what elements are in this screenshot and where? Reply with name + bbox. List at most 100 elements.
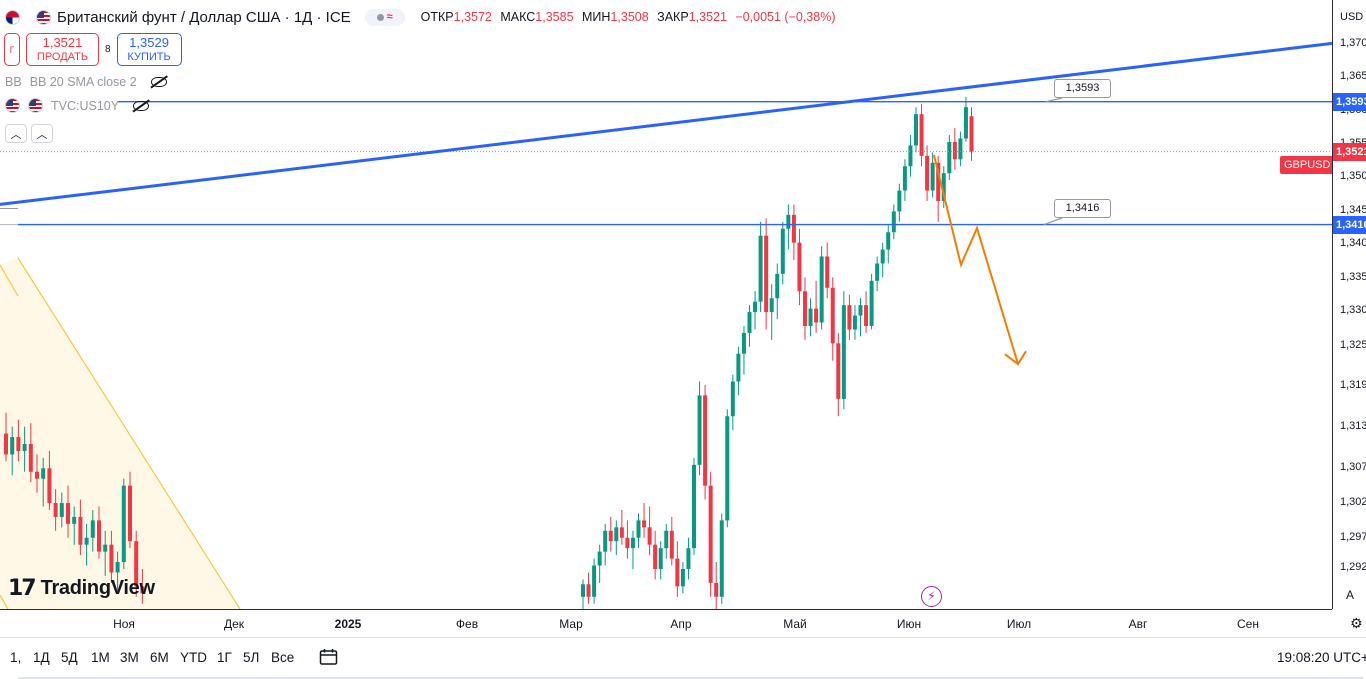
time-tick-label: 2025 bbox=[334, 617, 362, 631]
hidden-eye-icon[interactable] bbox=[150, 77, 167, 87]
hidden-eye-icon[interactable] bbox=[133, 100, 150, 111]
candle bbox=[625, 520, 630, 559]
chevron-up-icon: ︿ bbox=[10, 128, 22, 141]
candle bbox=[675, 541, 680, 597]
candle-body bbox=[858, 305, 863, 316]
candle-body bbox=[786, 214, 791, 229]
candle bbox=[140, 569, 145, 604]
candle bbox=[741, 325, 746, 375]
range-button[interactable]: 1Д bbox=[33, 650, 50, 665]
candle-body bbox=[764, 235, 769, 313]
tradingview-logo[interactable]: 17 TradingView bbox=[8, 576, 155, 601]
candle bbox=[730, 374, 735, 431]
indicator-us10y[interactable]: TVC:US10Y bbox=[5, 98, 150, 113]
candle bbox=[636, 513, 641, 549]
indicator-bb[interactable]: BB BB 20 SMA close 2 bbox=[5, 75, 167, 89]
price-tick-label: 1,350 bbox=[1340, 170, 1366, 182]
range-button[interactable]: 1Г bbox=[217, 650, 232, 665]
buy-price: 1,3529 bbox=[129, 34, 169, 50]
range-button[interactable]: 5Д bbox=[61, 650, 78, 665]
price-tick-label: 1,365 bbox=[1340, 70, 1366, 82]
candle-body bbox=[41, 468, 46, 479]
status-dot-icon bbox=[376, 13, 384, 21]
range-button[interactable]: YTD bbox=[180, 650, 207, 665]
price-callout-upper[interactable]: 1,3593 bbox=[1054, 79, 1111, 98]
candle-body bbox=[134, 541, 139, 587]
candle bbox=[930, 152, 935, 198]
range-button[interactable]: 5Л bbox=[243, 650, 260, 665]
legend-collapse: ︿ ︿ bbox=[5, 124, 53, 143]
candle bbox=[852, 305, 857, 340]
price-axis[interactable]: USD 1,3701,3651,3601,3551,3501,3451,3401… bbox=[1332, 0, 1366, 609]
candle bbox=[697, 381, 702, 476]
candle bbox=[736, 346, 741, 396]
market-status-pill[interactable]: ≈ bbox=[364, 8, 405, 26]
order-panel-button[interactable]: Г bbox=[4, 33, 20, 66]
candle bbox=[115, 551, 120, 594]
candle-body bbox=[886, 232, 891, 250]
settings-gear-icon[interactable]: ⚙ bbox=[1350, 615, 1363, 631]
candle-body bbox=[636, 520, 641, 538]
candle-body bbox=[969, 116, 974, 152]
candle bbox=[880, 242, 885, 278]
candle-body bbox=[597, 551, 602, 566]
price-callout-lower[interactable]: 1,3416 bbox=[1054, 199, 1111, 218]
range-button[interactable]: 6М bbox=[150, 650, 169, 665]
range-button[interactable]: 3М bbox=[120, 650, 139, 665]
candle-body bbox=[714, 582, 719, 597]
candle bbox=[28, 423, 33, 483]
price-chart[interactable] bbox=[0, 0, 1332, 609]
candle-body bbox=[952, 141, 957, 160]
indicator-bb-prefix: BB bbox=[5, 75, 22, 89]
candle bbox=[603, 523, 608, 566]
candle bbox=[952, 128, 957, 170]
candle-body bbox=[669, 530, 674, 559]
clock-timezone[interactable]: 19:08:20 UTC+ bbox=[1277, 650, 1366, 665]
ohlc-change-value: −0,0051 (−0,38%) bbox=[735, 10, 836, 24]
candle bbox=[53, 489, 58, 531]
range-button[interactable]: Все bbox=[271, 650, 295, 665]
price-tick-label: 1,297 bbox=[1340, 531, 1366, 543]
channel-line-right bbox=[17, 257, 241, 609]
candle-body bbox=[128, 485, 132, 542]
candle bbox=[958, 131, 963, 167]
candle bbox=[841, 291, 846, 410]
candle-body bbox=[925, 155, 930, 191]
buy-button[interactable]: 1,3529 КУПИТЬ bbox=[116, 33, 182, 66]
candle bbox=[692, 457, 696, 556]
candle bbox=[686, 537, 691, 580]
candle-body bbox=[919, 114, 924, 156]
candle-body bbox=[958, 138, 963, 160]
time-axis[interactable]: Ноя Дек 2025 Фев Мар Апр Май Июн Июл Авг Сен bbox=[0, 609, 1332, 637]
candle-body bbox=[90, 520, 95, 538]
candle bbox=[592, 558, 597, 604]
sell-label: ПРОДАТЬ bbox=[36, 50, 89, 63]
auto-scale-button[interactable]: A bbox=[1345, 588, 1354, 602]
candle-body bbox=[4, 433, 8, 455]
collapse-up-button-2[interactable]: ︿ bbox=[31, 124, 53, 143]
candle-body bbox=[825, 256, 830, 288]
goto-date-icon[interactable] bbox=[319, 648, 338, 666]
chart-area[interactable]: Британский фунт / Доллар США · 1Д · ICE … bbox=[0, 0, 1332, 609]
horizontal-scrollbar[interactable] bbox=[18, 677, 1363, 679]
lightning-icon[interactable]: ⚡ bbox=[921, 586, 942, 607]
candle bbox=[808, 298, 813, 337]
candle-body bbox=[619, 527, 624, 538]
order-panel-label: Г bbox=[9, 44, 15, 55]
sell-button[interactable]: 1,3521 ПРОДАТЬ bbox=[26, 33, 99, 66]
range-button[interactable]: 1М bbox=[91, 650, 110, 665]
time-tick-label: Май bbox=[783, 617, 807, 631]
candle-body bbox=[28, 444, 33, 472]
collapse-up-button[interactable]: ︿ bbox=[5, 124, 27, 143]
candle-body bbox=[47, 468, 52, 504]
candle-body bbox=[914, 114, 918, 146]
range-button[interactable]: 1, bbox=[10, 650, 22, 665]
currency-label[interactable]: USD bbox=[1340, 11, 1364, 23]
candle-body bbox=[747, 312, 752, 333]
candle bbox=[775, 263, 780, 320]
symbol-header: Британский фунт / Доллар США · 1Д · ICE … bbox=[0, 5, 840, 29]
tradingview-mark-icon: 17 bbox=[8, 576, 37, 601]
symbol-title[interactable]: Британский фунт / Доллар США · 1Д · ICE bbox=[57, 8, 351, 26]
candle bbox=[619, 509, 624, 545]
candle-body bbox=[719, 520, 724, 597]
